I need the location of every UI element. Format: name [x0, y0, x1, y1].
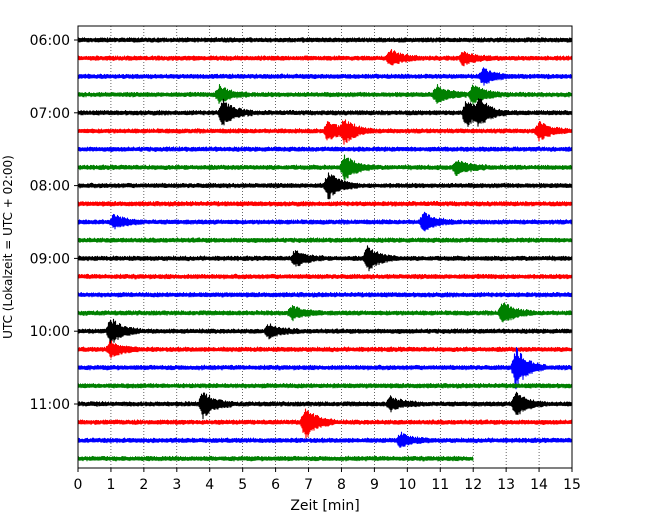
trace-0730 — [77, 146, 573, 153]
trace-0600 — [77, 37, 573, 43]
x-tick-label: 9 — [370, 477, 379, 493]
y-axis-ticks: 06:00 07:00 08:00 09:00 10:00 11:00 — [30, 33, 78, 413]
trace-0800 — [77, 172, 573, 200]
trace-0945 — [77, 302, 573, 323]
x-tick-label: 11 — [431, 477, 449, 493]
x-tick-label: 5 — [238, 477, 247, 493]
trace-0715 — [77, 119, 573, 145]
x-tick-label: 13 — [497, 477, 515, 493]
trace-0645 — [77, 83, 573, 106]
trace-1130 — [77, 431, 573, 449]
trace-1030 — [77, 346, 573, 390]
x-tick-label: 6 — [271, 477, 280, 493]
x-tick-label: 8 — [337, 477, 346, 493]
trace-1045 — [77, 382, 573, 389]
trace-0845 — [77, 237, 573, 244]
y-tick-label: 11:00 — [30, 397, 70, 413]
seismic-traces — [77, 37, 573, 462]
x-tick-label: 7 — [304, 477, 313, 493]
x-axis-ticks: 0 1 2 3 4 5 6 7 8 9 10 11 12 13 14 15 — [74, 468, 581, 493]
trace-0915 — [77, 273, 573, 280]
y-tick-label: 06:00 — [30, 33, 70, 49]
x-tick-label: 12 — [464, 477, 482, 493]
trace-0930 — [77, 291, 573, 298]
x-tick-label: 15 — [563, 477, 581, 493]
trace-1015 — [77, 340, 573, 359]
y-tick-label: 10:00 — [30, 324, 70, 340]
trace-0745 — [77, 154, 573, 181]
trace-0630 — [77, 67, 573, 86]
x-tick-label: 10 — [398, 477, 416, 493]
trace-1100 — [77, 391, 573, 420]
trace-1145 — [77, 455, 474, 462]
trace-0900 — [77, 245, 573, 272]
y-tick-label: 07:00 — [30, 106, 70, 122]
x-tick-label: 14 — [530, 477, 548, 493]
trace-0815 — [77, 200, 573, 207]
x-tick-label: 0 — [74, 477, 83, 493]
y-tick-label: 09:00 — [30, 251, 70, 267]
x-axis-label: Zeit [min] — [290, 498, 359, 514]
trace-0700 — [77, 98, 573, 128]
x-tick-label: 1 — [106, 477, 115, 493]
trace-0615 — [77, 48, 573, 67]
y-tick-label: 08:00 — [30, 179, 70, 195]
trace-1000 — [77, 318, 573, 345]
x-tick-label: 2 — [139, 477, 148, 493]
plot-frame — [77, 25, 573, 469]
x-tick-label: 3 — [172, 477, 181, 493]
x-tick-label: 4 — [205, 477, 214, 493]
trace-0830 — [77, 211, 573, 232]
trace-1115 — [77, 408, 573, 440]
y-axis-label: UTC (Lokalzeit = UTC + 02:00) — [1, 155, 15, 339]
